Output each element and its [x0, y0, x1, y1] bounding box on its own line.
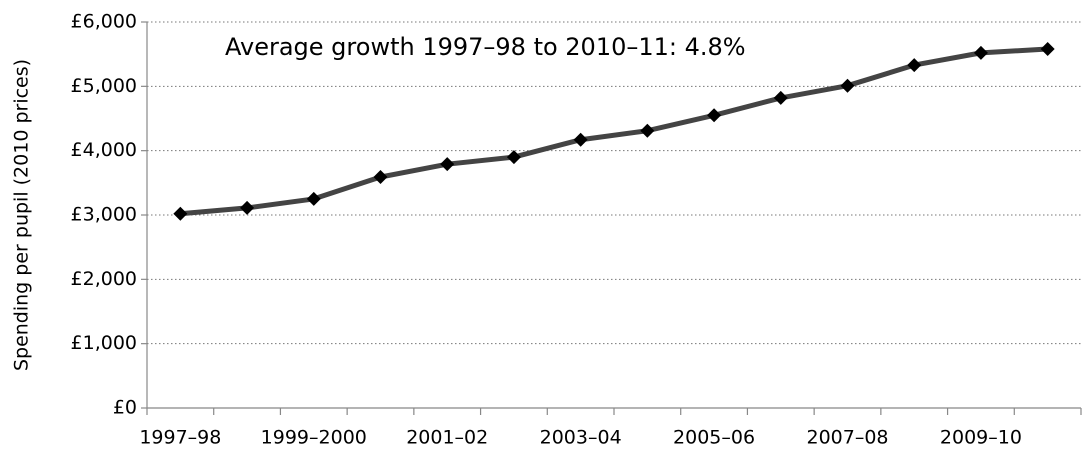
- marker: [840, 78, 855, 93]
- y-tick-label: £5,000: [71, 75, 137, 97]
- x-tick-label: 2007–08: [806, 427, 888, 449]
- x-tick-label: 1999–2000: [261, 427, 367, 449]
- marker: [240, 200, 255, 215]
- y-tick-label: £2,000: [71, 268, 137, 290]
- marker: [573, 132, 588, 147]
- x-tick-label: 2005–06: [673, 427, 755, 449]
- y-tick-label: £6,000: [71, 11, 137, 33]
- marker: [973, 45, 988, 60]
- marker: [707, 108, 722, 123]
- y-tick-label: £4,000: [71, 139, 137, 161]
- marker: [907, 58, 922, 73]
- marker: [773, 90, 788, 105]
- y-tick-label: £0: [113, 397, 137, 419]
- x-tick-label: 1997–98: [139, 427, 221, 449]
- x-tick-label: 2003–04: [540, 427, 622, 449]
- marker: [640, 123, 655, 138]
- annotation: Average growth 1997–98 to 2010–11: 4.8%: [225, 33, 746, 61]
- y-axis-label: Spending per pupil (2010 prices): [11, 59, 33, 371]
- y-tick-label: £3,000: [71, 204, 137, 226]
- marker: [373, 170, 388, 185]
- marker: [440, 157, 455, 172]
- y-tick-label: £1,000: [71, 332, 137, 354]
- marker: [506, 150, 521, 165]
- x-tick-label: 2009–10: [940, 427, 1022, 449]
- x-tick-label: 2001–02: [406, 427, 488, 449]
- marker: [306, 191, 321, 206]
- marker: [173, 206, 188, 221]
- line-series: [180, 46, 1048, 217]
- marker: [1040, 42, 1055, 57]
